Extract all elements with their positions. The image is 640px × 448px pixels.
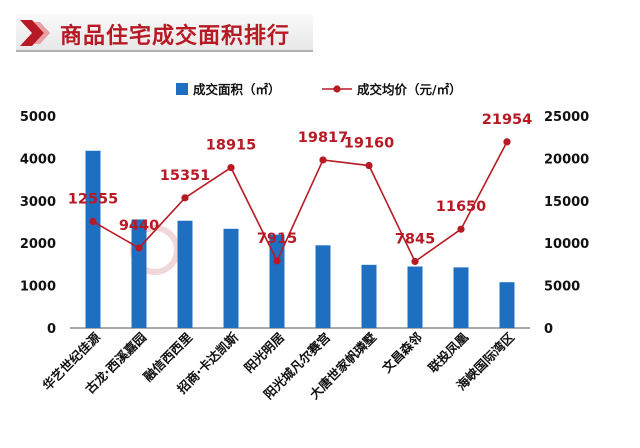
line-point — [457, 225, 465, 233]
title-bar-background — [16, 14, 313, 50]
line-point — [365, 161, 373, 170]
chart-legend: 成交面积（㎡） 成交均价（元/㎡） — [176, 82, 462, 97]
bar — [361, 264, 377, 328]
page-title: 商品住宅成交面积排行 — [60, 24, 291, 49]
bar — [315, 245, 331, 328]
y-left-tick-label: 1000 — [20, 280, 56, 295]
line-point — [273, 257, 281, 265]
category-label: 文昌森邻 — [379, 329, 425, 375]
legend-bar-swatch — [176, 83, 188, 95]
y-right-tick-label: 5000 — [544, 280, 580, 295]
data-label: 7845 — [395, 231, 435, 247]
data-label: 9440 — [119, 218, 159, 234]
line-series — [89, 138, 511, 266]
y-left-tick-label: 4000 — [20, 152, 56, 167]
data-label: 7915 — [257, 231, 297, 247]
y-left-tick-label: 2000 — [20, 237, 56, 252]
y-left-tick-label: 3000 — [20, 195, 56, 210]
legend-line-label: 成交均价（元/㎡） — [357, 82, 462, 97]
line-point — [319, 156, 327, 164]
chevron-arrow-icon — [20, 20, 50, 46]
y-left-tick-label: 5000 — [20, 110, 56, 125]
line-point — [135, 244, 143, 252]
combo-chart: 成交面积（㎡） 成交均价（元/㎡） 0 1000 2000 3000 4000 5000 0 5… — [20, 82, 589, 402]
category-label: 阳光明居 — [241, 330, 287, 376]
bar — [453, 267, 469, 328]
bar-series — [85, 150, 515, 328]
line-point — [503, 138, 511, 146]
slide-header: 商品住宅成交面积排行 — [0, 0, 640, 64]
bar — [131, 219, 147, 328]
y-right-tick-label: 25000 — [544, 110, 589, 125]
bar — [269, 234, 285, 328]
line-point — [227, 164, 235, 172]
bar — [499, 282, 515, 328]
data-label: 11650 — [436, 199, 486, 215]
bar — [407, 266, 423, 328]
line-point — [411, 257, 419, 266]
chart-axes: 0 1000 2000 3000 4000 5000 0 5000 10000 15000 2000… — [20, 110, 589, 337]
legend-line-marker — [333, 85, 341, 93]
data-label: 19160 — [344, 136, 394, 152]
y-right-tick-label: 0 — [544, 322, 553, 337]
y-right-tick-label: 10000 — [544, 237, 589, 252]
data-label: 15351 — [160, 168, 210, 184]
line-path — [92, 141, 508, 263]
y-left-tick-label: 0 — [47, 322, 56, 337]
category-label: 联投凤凰 — [425, 329, 471, 375]
data-label: 18915 — [206, 138, 256, 154]
y-right-tick-label: 15000 — [544, 195, 589, 210]
bar — [223, 228, 239, 328]
data-label: 19817 — [298, 130, 348, 146]
y-right-tick-label: 20000 — [544, 152, 589, 167]
bar — [177, 220, 193, 328]
line-point — [181, 194, 189, 202]
bar — [85, 150, 101, 328]
title-underline — [16, 50, 313, 52]
data-label: 21954 — [482, 112, 532, 128]
legend-bar-label: 成交面积（㎡） — [193, 82, 281, 97]
data-label: 12555 — [68, 192, 118, 208]
line-point — [89, 217, 97, 226]
